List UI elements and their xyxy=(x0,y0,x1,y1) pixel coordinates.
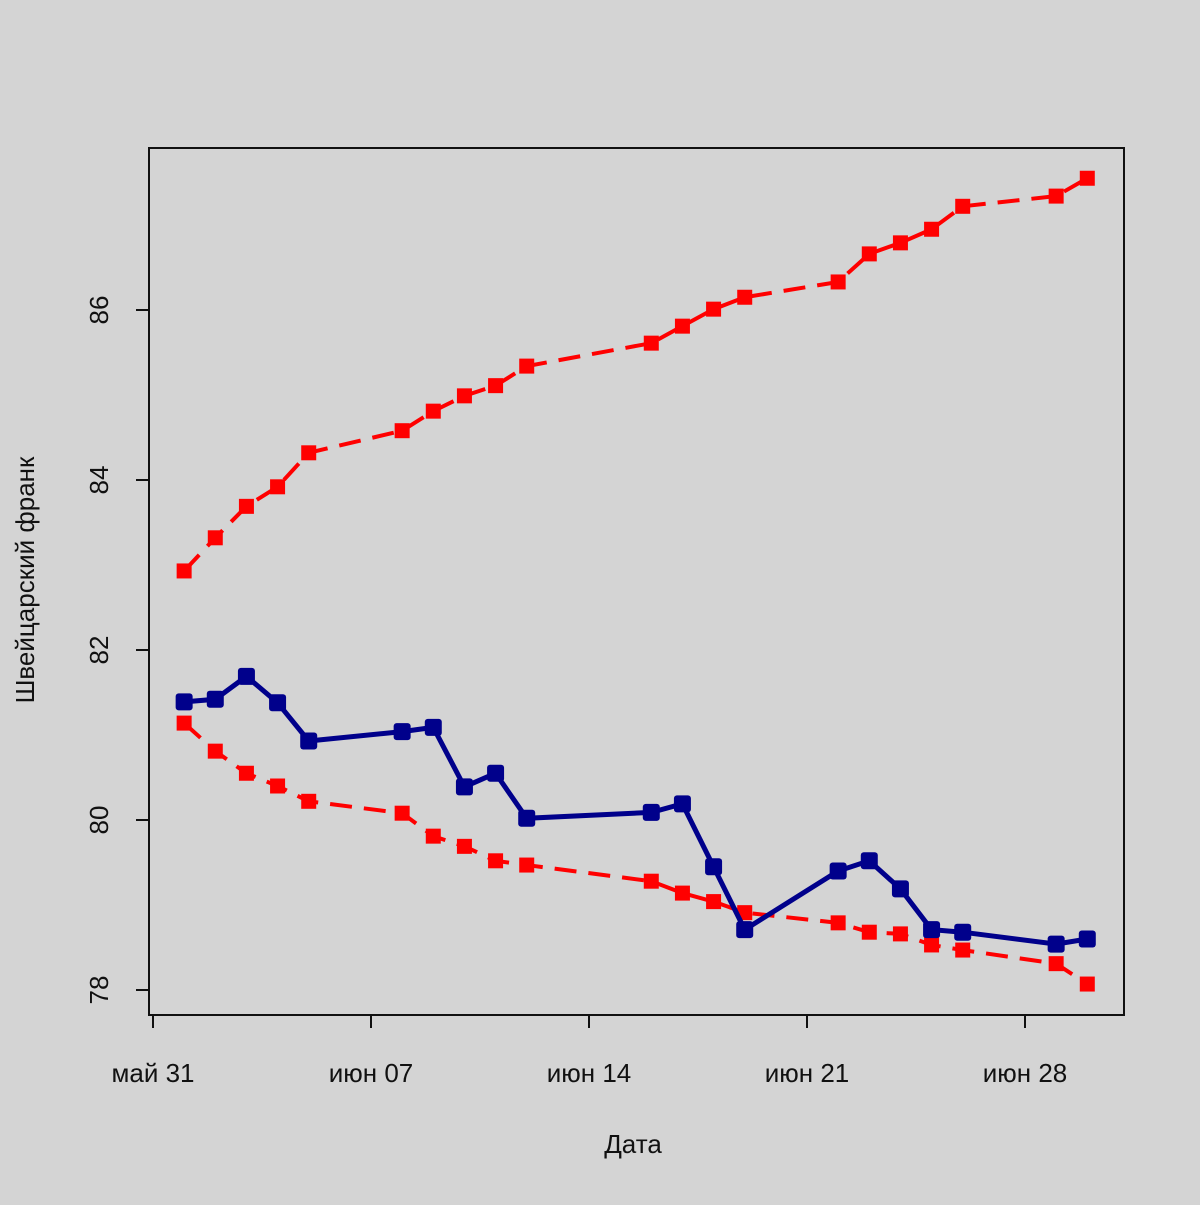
data-point xyxy=(425,828,441,844)
data-point xyxy=(860,852,878,870)
series-rate xyxy=(175,667,1096,953)
data-point xyxy=(519,358,535,374)
data-point xyxy=(393,723,411,741)
data-point xyxy=(829,862,847,880)
y-tick-label: 86 xyxy=(84,296,114,325)
series-line-upper xyxy=(182,176,1089,573)
y-axis: 78 80 82 84 86 xyxy=(84,296,150,1005)
x-tick-label: июн 07 xyxy=(329,1058,414,1088)
y-axis-label: Швейцарский франк xyxy=(10,456,40,703)
data-point xyxy=(955,942,971,958)
data-point xyxy=(706,894,722,910)
data-point xyxy=(1079,170,1095,186)
data-point xyxy=(455,778,473,796)
data-point xyxy=(488,853,504,869)
data-point xyxy=(737,289,753,305)
data-point xyxy=(923,921,941,939)
data-point xyxy=(643,873,659,889)
data-point xyxy=(206,690,224,708)
data-point xyxy=(861,924,877,940)
data-point xyxy=(238,765,254,781)
data-point xyxy=(456,388,472,404)
data-point xyxy=(394,805,410,821)
data-point xyxy=(207,530,223,546)
y-tick-label: 80 xyxy=(84,806,114,835)
series-line-lower xyxy=(182,721,1089,986)
x-tick-label: май 31 xyxy=(111,1058,194,1088)
data-point xyxy=(924,221,940,237)
data-point xyxy=(1047,935,1065,953)
data-point xyxy=(270,479,286,495)
series-upper xyxy=(176,170,1095,579)
data-point xyxy=(207,743,223,759)
data-point xyxy=(1048,188,1064,204)
plot-frame xyxy=(148,147,1125,1016)
data-point xyxy=(830,274,846,290)
x-axis: май 31 июн 07 июн 14 июн 21 июн 28 xyxy=(111,1014,1068,1088)
data-point xyxy=(270,778,286,794)
data-point xyxy=(736,921,754,939)
data-point xyxy=(673,795,691,813)
data-point xyxy=(1048,956,1064,972)
data-point xyxy=(269,694,287,712)
data-point xyxy=(954,923,972,941)
data-point xyxy=(830,915,846,931)
data-point xyxy=(487,764,505,782)
x-tick-label: июн 14 xyxy=(547,1058,632,1088)
y-tick-label: 82 xyxy=(84,636,114,665)
data-point xyxy=(642,803,660,821)
data-point xyxy=(301,445,317,461)
y-tick-label: 84 xyxy=(84,466,114,495)
data-point xyxy=(892,926,908,942)
data-point xyxy=(176,715,192,731)
data-point xyxy=(706,301,722,317)
data-point xyxy=(238,498,254,514)
data-point xyxy=(518,809,536,827)
data-point xyxy=(519,857,535,873)
data-point xyxy=(488,378,504,394)
data-point xyxy=(643,335,659,351)
data-point xyxy=(705,858,723,876)
data-point xyxy=(674,885,690,901)
data-point xyxy=(891,880,909,898)
data-point xyxy=(424,718,442,736)
x-axis-label: Дата xyxy=(604,1129,662,1159)
data-point xyxy=(892,235,908,251)
x-tick-label: июн 21 xyxy=(765,1058,850,1088)
data-point xyxy=(737,905,753,921)
data-point xyxy=(237,667,255,685)
data-point xyxy=(175,693,193,711)
series-lower xyxy=(176,715,1095,992)
series-group xyxy=(175,170,1096,992)
data-point xyxy=(924,937,940,953)
data-point xyxy=(955,198,971,214)
data-point xyxy=(394,423,410,439)
data-point xyxy=(176,563,192,579)
data-point xyxy=(1078,930,1096,948)
x-tick-label: июн 28 xyxy=(983,1058,1068,1088)
data-point xyxy=(301,793,317,809)
data-point xyxy=(1079,976,1095,992)
series-line-rate xyxy=(183,673,1088,947)
data-point xyxy=(425,403,441,419)
data-point xyxy=(300,732,318,750)
data-point xyxy=(861,246,877,262)
data-point xyxy=(674,318,690,334)
data-point xyxy=(456,838,472,854)
y-tick-label: 78 xyxy=(84,976,114,1005)
